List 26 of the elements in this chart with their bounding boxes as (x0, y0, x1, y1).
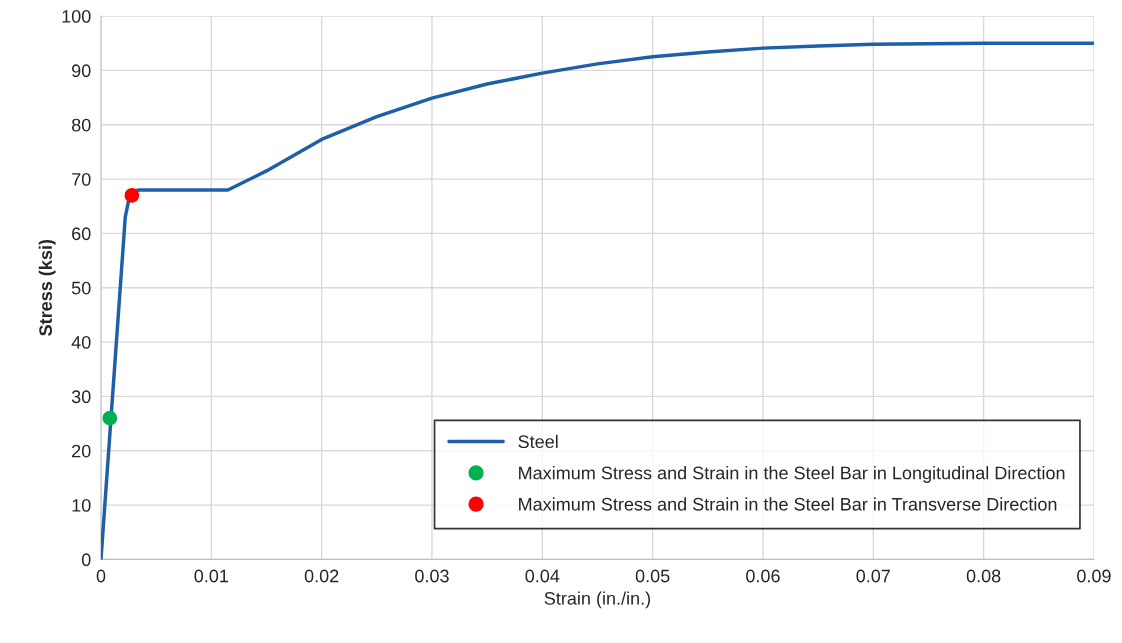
x-tick-label: 0.02 (304, 569, 339, 583)
y-tick-label: 60 (72, 227, 91, 241)
x-tick-label: 0.07 (856, 569, 890, 583)
y-tick-label: 90 (72, 64, 91, 78)
x-tick-label: 0.06 (746, 569, 780, 583)
y-tick-label: 20 (72, 444, 91, 458)
x-axis-title: Strain (in./in.) (544, 591, 651, 609)
x-tick-label: 0.09 (1077, 569, 1111, 583)
x-tick-label: 0 (96, 569, 106, 583)
y-tick-label: 40 (71, 336, 91, 349)
y-tick-label: 70 (72, 173, 91, 186)
x-tick-label: 0.08 (966, 569, 1001, 583)
x-tick-label: 0.05 (635, 569, 670, 583)
legend-label: Maximum Stress and Strain in the Steel Bar in Longitudinal Direction (519, 466, 1065, 483)
y-tick-label: 10 (72, 499, 91, 512)
y-tick-label: 0 (81, 553, 91, 567)
x-tick-label: 0.04 (525, 569, 560, 583)
y-tick-label: 80 (71, 118, 91, 132)
x-tick-label: 0.01 (194, 569, 228, 583)
legend-label: Steel (518, 434, 558, 449)
legend-label: Maximum Stress and Strain in the Steel Bar in Transverse Direction (519, 497, 1057, 511)
x-tick-label: 0.03 (415, 569, 449, 583)
y-axis-title: Stress (ksi) (38, 239, 56, 336)
y-tick-label: 50 (71, 281, 91, 295)
y-tick-label: 100 (62, 10, 91, 23)
y-tick-label: 30 (71, 390, 91, 404)
